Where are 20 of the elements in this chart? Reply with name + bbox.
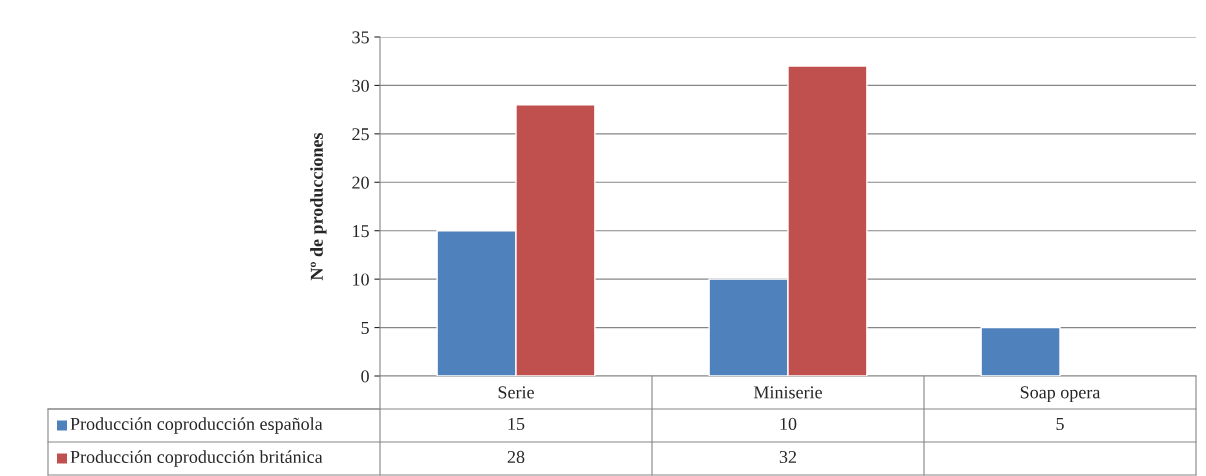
bar	[980, 326, 1061, 376]
data-label: 28	[507, 450, 525, 464]
x-tick-label: Serie	[498, 386, 534, 399]
y-axis-title: Nº de producciones	[310, 132, 327, 281]
y-tick-label: 20	[352, 176, 369, 189]
y-tick-label: 5	[361, 322, 369, 335]
data-label: 5	[1056, 418, 1064, 431]
y-tick-label: 0	[361, 370, 369, 383]
legend-label: Producción coproducción británica	[70, 450, 323, 467]
legend-label: Producción coproducción española	[70, 417, 323, 434]
y-tick-label: 10	[353, 273, 369, 286]
x-tick-label: Soap opera	[1020, 386, 1101, 403]
x-tick-label: Miniserie	[753, 386, 822, 399]
y-tick-label: 25	[352, 128, 369, 141]
data-label: 10	[780, 417, 797, 431]
data-label: 32	[779, 450, 797, 464]
data-label: 15	[508, 417, 525, 431]
y-tick-label: 35	[352, 31, 369, 44]
y-tick-label: 30	[352, 79, 369, 92]
y-tick-label: 15	[353, 225, 369, 238]
